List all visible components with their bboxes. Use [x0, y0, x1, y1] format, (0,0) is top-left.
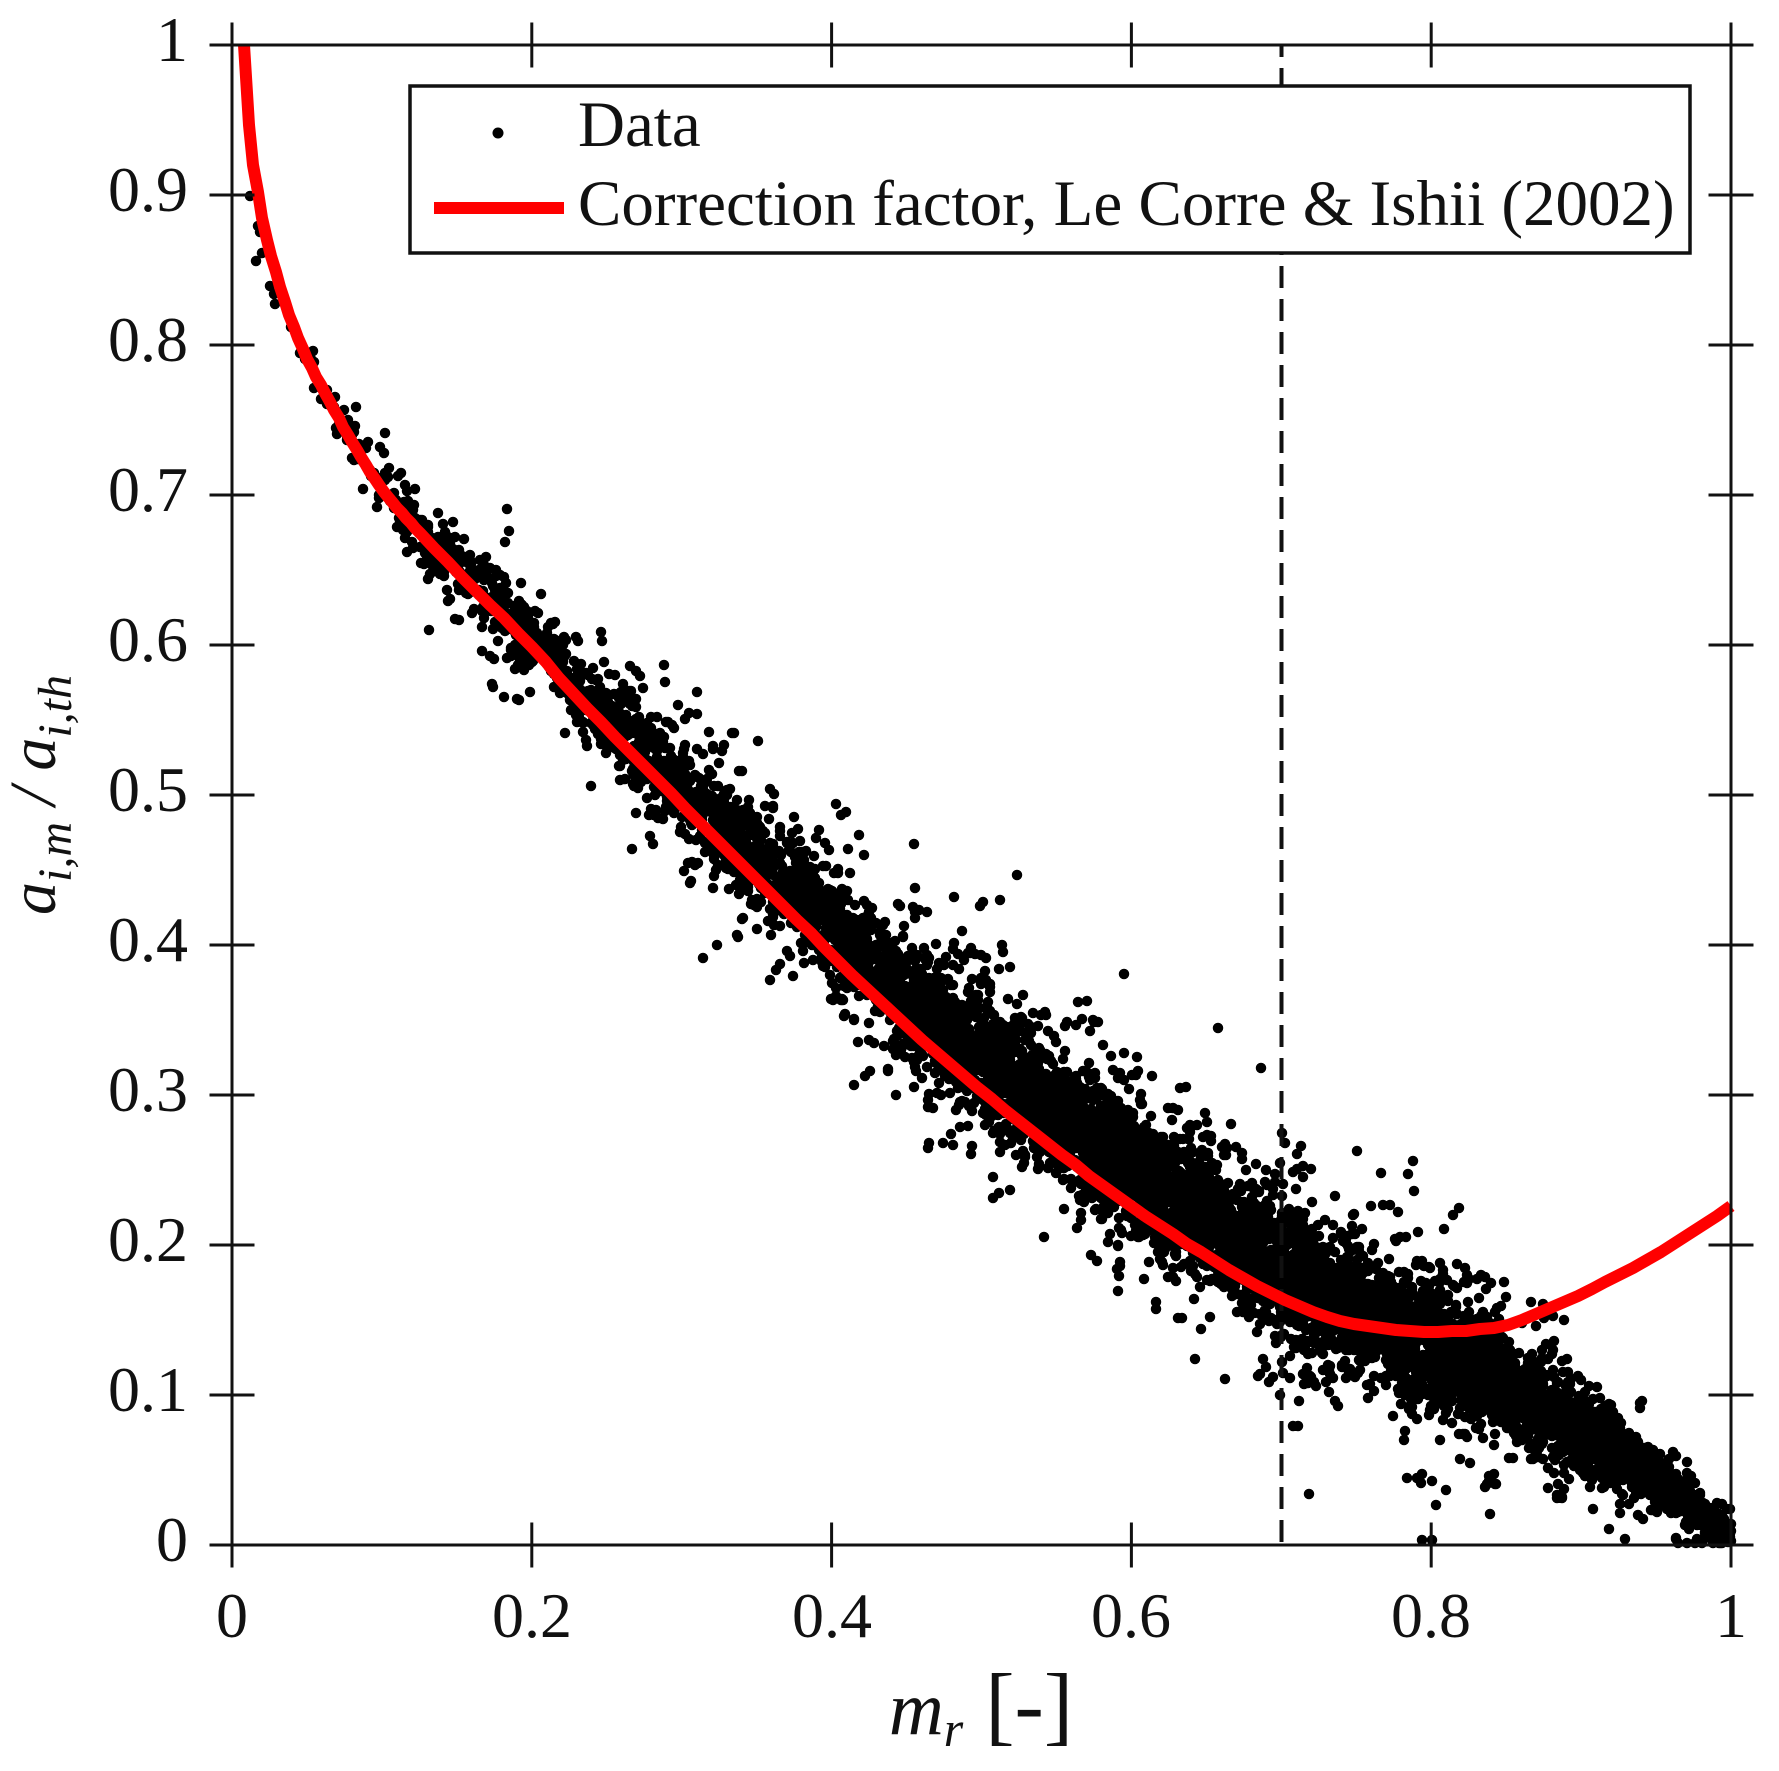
svg-text:0.6: 0.6	[1091, 1580, 1171, 1651]
svg-text:Data: Data	[578, 89, 701, 161]
svg-text:0: 0	[216, 1580, 248, 1651]
svg-text:0.3: 0.3	[108, 1054, 188, 1125]
svg-text:0.8: 0.8	[108, 304, 188, 375]
svg-text:0.5: 0.5	[108, 754, 188, 825]
svg-text:0.7: 0.7	[108, 454, 188, 525]
svg-text:0: 0	[156, 1504, 188, 1575]
svg-text:0.9: 0.9	[108, 154, 188, 225]
svg-text:1: 1	[156, 4, 188, 75]
svg-text:0.4: 0.4	[792, 1580, 872, 1651]
svg-text:0.2: 0.2	[108, 1204, 188, 1275]
svg-text:1: 1	[1715, 1580, 1747, 1651]
svg-text:0.6: 0.6	[108, 604, 188, 675]
svg-text:Correction factor, Le Corre &: Correction factor, Le Corre & Ishii (200…	[578, 168, 1675, 240]
svg-text:0.1: 0.1	[108, 1354, 188, 1425]
svg-text:0.2: 0.2	[492, 1580, 572, 1651]
svg-text:mr [-]: mr [-]	[889, 1657, 1073, 1757]
svg-text:0.4: 0.4	[108, 904, 188, 975]
svg-text:0.8: 0.8	[1391, 1580, 1471, 1651]
